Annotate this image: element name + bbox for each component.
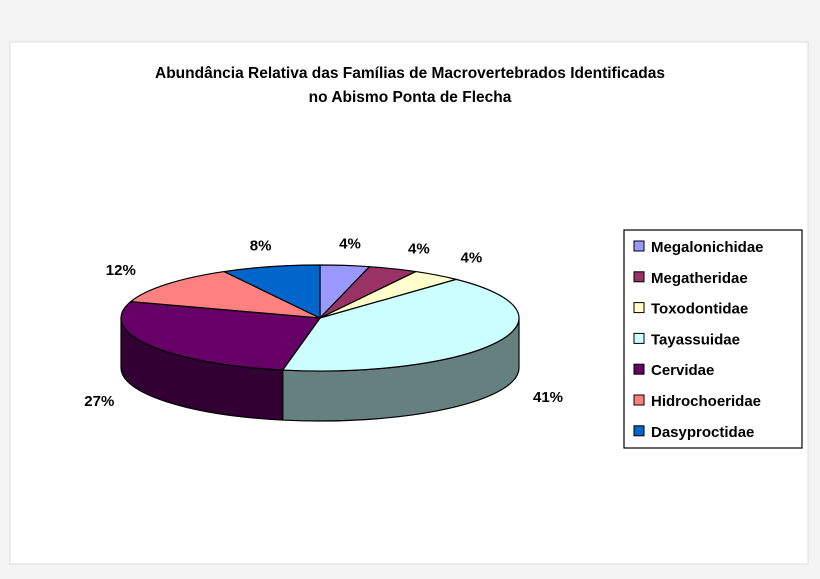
chart-title-line-2: no Abismo Ponta de Flecha [309, 89, 512, 106]
legend-swatch-toxodontidae [633, 302, 645, 314]
legend-swatch-hidrochoeridae [633, 394, 645, 406]
legend-label-cervidae: Cervidae [651, 362, 714, 379]
pie-label-toxodontidae: 4% [461, 249, 483, 266]
pie-labels: 4% 4% 4% 41% 27% 12% 8% [84, 236, 563, 411]
legend-box [623, 229, 803, 449]
legend-label-megatheridae: Megatheridae [651, 270, 748, 287]
pie-slice-hidrochoeridae [130, 270, 321, 319]
chart-title-line-1: Abundância Relativa das Famílias de Macr… [155, 65, 665, 82]
legend-swatch-tayassuidae [633, 332, 645, 344]
legend: Megalonichidae Megatheridae Toxodontidae Ta… [623, 229, 803, 449]
pie-label-megatheridae: 4% [408, 240, 430, 257]
legend-swatch-megatheridae [633, 271, 645, 283]
pie-label-megalonichidae: 4% [339, 236, 361, 253]
legend-label-megalonichidae: Megalonichidae [651, 239, 764, 256]
pie-slice-tayassuidae [282, 278, 520, 372]
legend-swatch-cervidae [633, 363, 645, 375]
legend-label-dasyproctidae: Dasyproctidae [651, 424, 754, 441]
legend-swatch-dasyproctidae [633, 425, 645, 437]
pie-label-hidrochoeridae: 12% [106, 262, 136, 279]
legend-swatch-megalonichidae [633, 240, 645, 252]
pie-label-dasyproctidae: 8% [250, 237, 272, 254]
pie-slice-cervidae [120, 301, 321, 371]
legend-label-toxodontidae: Toxodontidae [651, 301, 748, 318]
pie-top [120, 264, 520, 372]
legend-label-hidrochoeridae: Hidrochoeridae [651, 393, 761, 410]
legend-label-tayassuidae: Tayassuidae [651, 331, 740, 348]
pie-slice-dasyproctidae [223, 264, 321, 319]
pie-label-tayassuidae: 41% [533, 389, 563, 406]
pie-label-cervidae: 27% [84, 393, 114, 410]
